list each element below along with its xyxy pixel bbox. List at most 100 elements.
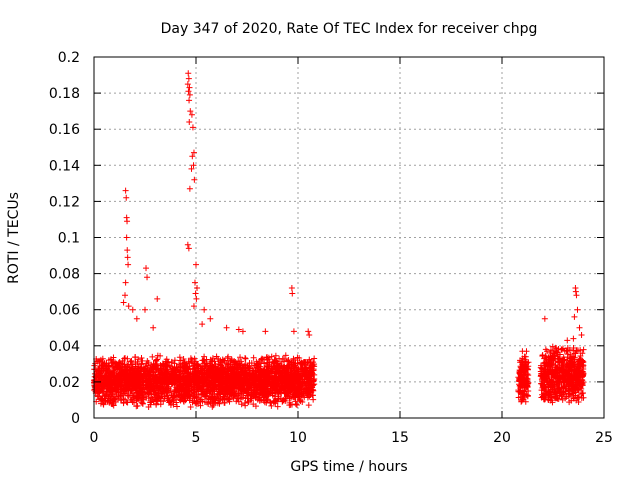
data-point	[274, 360, 281, 367]
data-point	[305, 402, 312, 409]
y-tick-label: 0.1	[58, 231, 80, 247]
data-point	[293, 401, 300, 408]
data-point	[578, 331, 585, 338]
data-point	[238, 358, 245, 365]
data-point	[244, 385, 251, 392]
data-point	[549, 354, 556, 361]
data-point	[238, 368, 245, 375]
data-point	[259, 384, 266, 391]
data-point	[121, 355, 128, 362]
data-point	[236, 383, 243, 390]
data-point	[289, 290, 296, 297]
data-point	[183, 364, 190, 371]
data-point	[225, 385, 232, 392]
data-point	[301, 366, 308, 373]
data-point	[185, 391, 192, 398]
data-point	[571, 366, 578, 373]
data-point	[138, 361, 145, 368]
data-point	[200, 369, 207, 376]
data-point	[191, 355, 198, 362]
data-point	[228, 381, 235, 388]
data-point	[544, 369, 551, 376]
y-axis-label: ROTI / TECUs	[6, 192, 22, 284]
data-point	[311, 381, 318, 388]
data-point	[128, 357, 135, 364]
data-point	[235, 365, 242, 372]
data-point	[128, 373, 135, 380]
data-point	[168, 381, 175, 388]
data-point	[272, 352, 279, 359]
data-point	[262, 372, 269, 379]
data-point	[553, 345, 560, 352]
data-point	[140, 378, 147, 385]
data-point	[246, 378, 253, 385]
data-point	[558, 346, 565, 353]
data-point	[150, 324, 157, 331]
data-point	[231, 385, 238, 392]
data-point	[117, 364, 124, 371]
data-point	[192, 290, 199, 297]
data-point	[154, 356, 161, 363]
data-point	[96, 363, 103, 370]
y-tick-label: 0.16	[49, 122, 80, 138]
data-point	[96, 396, 103, 403]
data-point	[294, 360, 301, 367]
data-point	[554, 377, 561, 384]
data-point	[127, 358, 134, 365]
data-point	[303, 386, 310, 393]
data-point	[127, 367, 134, 374]
data-point	[157, 401, 164, 408]
data-point	[278, 383, 285, 390]
data-point	[244, 395, 251, 402]
data-point	[174, 392, 181, 399]
data-point	[282, 352, 289, 359]
x-axis-label: GPS time / hours	[290, 459, 407, 475]
data-point	[274, 403, 281, 410]
data-point	[122, 292, 129, 299]
data-point	[297, 361, 304, 368]
data-point	[230, 377, 237, 384]
data-point	[559, 396, 566, 403]
data-point	[195, 366, 202, 373]
data-point	[176, 382, 183, 389]
data-point	[239, 328, 246, 335]
data-point	[517, 388, 524, 395]
data-point	[106, 393, 113, 400]
data-point	[539, 391, 546, 398]
y-tick-label: 0.06	[49, 303, 80, 319]
data-point	[96, 389, 103, 396]
data-point	[267, 399, 274, 406]
data-point	[155, 376, 162, 383]
data-point	[579, 358, 586, 365]
data-point	[104, 362, 111, 369]
data-point	[197, 369, 204, 376]
data-point	[124, 218, 131, 225]
data-point	[542, 346, 549, 353]
data-point	[296, 387, 303, 394]
data-point	[247, 381, 254, 388]
data-point	[98, 383, 105, 390]
data-point	[126, 378, 133, 385]
x-tick-label: 5	[192, 430, 201, 446]
data-point	[310, 381, 317, 388]
data-point	[261, 372, 268, 379]
data-point	[277, 372, 284, 379]
x-tick-label: 10	[289, 430, 307, 446]
data-point	[547, 366, 554, 373]
data-point	[520, 395, 527, 402]
data-point	[184, 81, 191, 88]
data-point	[124, 363, 131, 370]
data-point	[101, 395, 108, 402]
data-point	[295, 368, 302, 375]
data-point	[158, 369, 165, 376]
data-point	[294, 369, 301, 376]
data-point	[177, 386, 184, 393]
data-point	[290, 361, 297, 368]
data-point	[577, 380, 584, 387]
data-point	[556, 386, 563, 393]
data-point	[252, 403, 259, 410]
data-point	[189, 366, 196, 373]
data-point	[310, 363, 317, 370]
data-point	[228, 372, 235, 379]
data-point	[286, 363, 293, 370]
